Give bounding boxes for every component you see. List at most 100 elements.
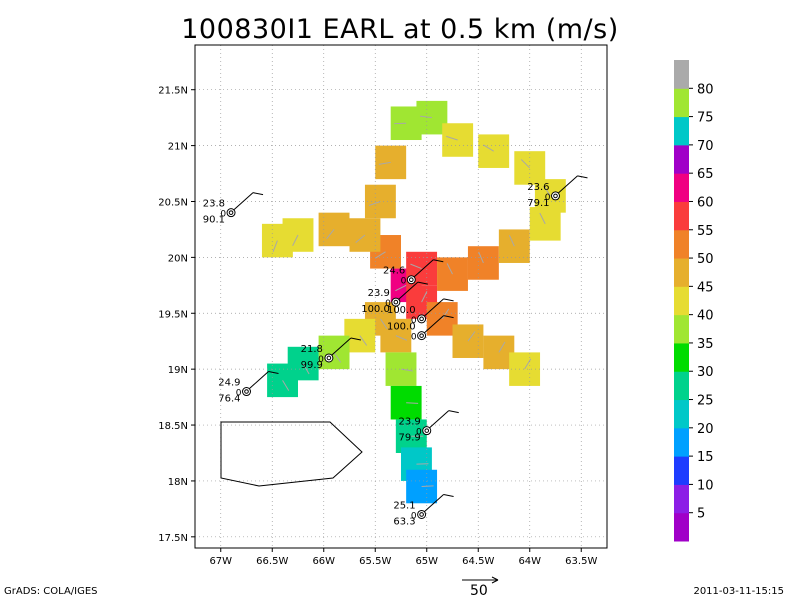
station-marker-inner	[409, 277, 414, 283]
wind-barb-flag	[443, 298, 454, 302]
colorbar-label: 80	[697, 82, 714, 97]
chart-title: 100830I1 EARL at 0.5 km (m/s)	[181, 14, 619, 45]
station-zero-label: 0	[411, 316, 417, 326]
x-tick-label: 65.5W	[359, 556, 391, 567]
reference-vector-label: 50	[470, 583, 488, 599]
wind-vector-15	[419, 115, 432, 119]
wind-vector-9	[326, 229, 335, 240]
colorbar-swatch	[674, 399, 689, 429]
station-label: 63.3	[393, 516, 415, 527]
wind-vector-19	[543, 185, 551, 197]
station-5: 100.00	[387, 315, 454, 343]
colorbar-swatch	[674, 201, 689, 231]
station-label: 100.0	[387, 322, 416, 333]
station-2: 24.60	[383, 259, 444, 287]
wind-barb-flag	[577, 175, 588, 179]
x-tick-label: 66.5W	[256, 556, 288, 567]
station-label: 23.9	[398, 417, 420, 428]
colorbar-label: 35	[697, 337, 714, 352]
colorbar-swatch	[674, 144, 689, 174]
colorbar-swatch	[674, 342, 689, 372]
wind-vector-21	[359, 335, 368, 346]
x-tick-label: 65W	[415, 556, 438, 567]
wind-cell-4	[467, 246, 499, 280]
wind-barb	[331, 337, 352, 356]
wind-vectors	[272, 115, 551, 488]
coastline	[220, 421, 363, 487]
station-label: 23.6	[527, 182, 549, 193]
x-tick-label: 67W	[209, 556, 232, 567]
colorbar-swatch	[674, 286, 689, 316]
station-zero-label: 0	[401, 277, 407, 287]
wind-vector-8	[355, 234, 366, 244]
wind-vector-7	[375, 251, 386, 259]
colorbar-swatch	[674, 456, 689, 485]
colorbar-label: 15	[697, 450, 714, 465]
wind-barb-flag	[448, 410, 459, 414]
reference-arrow	[462, 576, 499, 584]
wind-barb	[424, 315, 444, 333]
station-marker	[242, 387, 251, 397]
station-marker-inner	[419, 316, 424, 322]
y-tick-label: 19.5N	[158, 309, 188, 320]
station-marker-inner	[228, 210, 234, 215]
colorbar-swatch	[674, 60, 689, 89]
station-zero-label: 0	[318, 355, 324, 365]
wind-barb-flag	[417, 281, 428, 285]
station-marker	[422, 426, 432, 436]
wind-vector-32	[467, 331, 476, 342]
wind-vector-26	[400, 368, 413, 372]
station-zero-label: 0	[220, 210, 226, 220]
y-axis-ticks: 17.5N 18N 18.5N 19N 19.5N 20N 20.5N 21N 21.5N	[158, 86, 195, 544]
wind-barb	[558, 175, 578, 194]
wind-barb	[424, 494, 444, 512]
wind-vector-31	[441, 308, 450, 320]
x-tick-label: 66W	[312, 556, 335, 567]
wind-vector-4	[478, 251, 484, 264]
station-zero-label: 0	[545, 193, 551, 203]
station-marker-inner	[553, 193, 558, 199]
wind-vector-20	[379, 318, 388, 330]
station-label: 99.9	[301, 360, 323, 371]
wind-vector-30	[421, 485, 434, 488]
station-label: 23.8	[203, 199, 225, 210]
plot-frame	[194, 44, 608, 549]
wind-vector-3	[446, 263, 453, 275]
colorbar-label: 5	[697, 507, 705, 522]
wind-barb	[413, 259, 434, 278]
wind-vector-10	[292, 234, 299, 246]
wind-vector-1	[421, 291, 428, 303]
colorbar-swatch	[674, 173, 689, 202]
colorbar-swatch	[674, 229, 689, 259]
station-3: 23.9 100.00	[361, 281, 428, 315]
colorbar-label: 75	[697, 111, 714, 126]
x-tick-label: 63.5W	[565, 556, 597, 567]
station-7: 24.9 76.40	[218, 371, 279, 405]
colorbar-label: 40	[697, 309, 714, 324]
y-tick-label: 21N	[168, 142, 188, 153]
y-tick-label: 19N	[168, 365, 188, 376]
wind-vector-18	[520, 159, 531, 169]
station-marker	[417, 314, 427, 324]
station-marker	[406, 275, 416, 285]
station-label: 23.9	[368, 288, 390, 299]
station-4: 100.00	[387, 298, 454, 326]
station-8: 23.9 79.90	[398, 410, 459, 444]
wind-cell-30	[406, 469, 438, 504]
wind-barb-flag	[252, 192, 264, 196]
wind-vector-23	[302, 363, 310, 375]
station-label: 21.8	[301, 344, 323, 355]
wind-barb	[398, 281, 419, 300]
wind-vector-22	[333, 352, 342, 363]
station-label: 24.6	[383, 266, 405, 277]
colorbar-label: 45	[697, 280, 714, 295]
wind-vector-27	[406, 402, 419, 404]
dropsonde-stations: 23.890.1023.679.1024.6023.9100.00100.001…	[203, 175, 588, 527]
colorbar-label: 70	[697, 139, 714, 154]
colorbar-label: 50	[697, 252, 714, 267]
y-tick-label: 20.5N	[158, 197, 188, 208]
station-marker	[226, 208, 236, 218]
station-marker	[417, 331, 427, 341]
wind-vector-25	[395, 335, 408, 341]
station-marker	[417, 509, 427, 519]
